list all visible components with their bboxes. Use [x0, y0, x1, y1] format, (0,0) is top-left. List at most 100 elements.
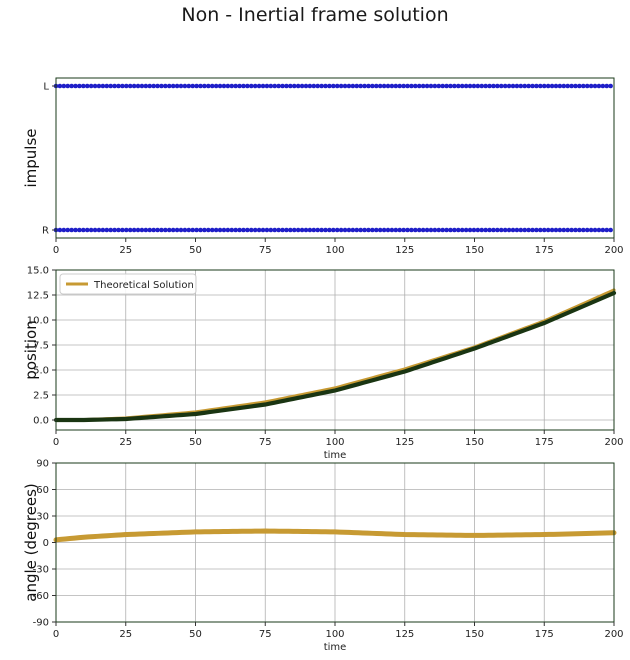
impulse-dot-l [401, 83, 406, 89]
impulse-dot-r [584, 227, 590, 233]
impulse-dot-r [209, 227, 215, 233]
x-tick-label: 25 [119, 437, 132, 448]
impulse-dot-r [448, 227, 453, 233]
impulse-dot-l [127, 83, 133, 89]
impulse-dot-r [139, 227, 145, 233]
impulse-dot-l [315, 83, 321, 89]
impulse-dot-r [354, 227, 360, 233]
impulse-dot-r [444, 227, 449, 233]
impulse-dot-l [346, 83, 352, 89]
impulse-dot-r [538, 227, 543, 233]
impulse-dot-l [432, 83, 438, 89]
impulse-dot-l [288, 83, 293, 89]
impulse-dot-r [381, 227, 387, 233]
impulse-dot-r [186, 227, 192, 233]
impulse-dot-l [233, 83, 238, 89]
impulse-dot-r [245, 227, 250, 233]
position-grid [55, 269, 615, 430]
impulse-dot-l [209, 83, 215, 89]
y-tick-label: -60 [33, 591, 49, 602]
impulse-dot-r [331, 227, 336, 233]
impulse-dot-l [553, 83, 559, 89]
impulse-dot-r [92, 227, 98, 233]
impulse-dot-r [604, 227, 610, 233]
impulse-dot-l [237, 83, 242, 89]
impulse-dot-l [147, 83, 153, 89]
impulse-dot-r [553, 227, 559, 233]
impulse-dot-r [163, 227, 168, 233]
impulse-dot-l [596, 83, 602, 89]
impulse-dot-l [459, 83, 465, 89]
impulse-dot-r [280, 227, 285, 233]
impulse-dot-r [307, 227, 313, 233]
impulse-dot-r [397, 227, 403, 233]
impulse-dot-r [233, 227, 238, 233]
impulse-dot-l [155, 83, 160, 89]
impulse-dot-r [225, 227, 231, 233]
impulse-dot-r [88, 227, 94, 233]
impulse-dot-r [194, 227, 199, 233]
impulse-dot-r [84, 227, 90, 233]
impulse-dot-l [124, 83, 129, 89]
impulse-dot-r [518, 227, 524, 233]
position-panel: 0 25 50 75 100 125 150 175 200 0.0 2.5 5.0 7.5 10.0 1… [22, 266, 624, 462]
impulse-dot-l [565, 83, 570, 89]
impulse-dot-l [77, 83, 82, 89]
x-tick-label: 125 [395, 437, 414, 448]
impulse-dot-l [166, 83, 172, 89]
impulse-dot-l [151, 83, 156, 89]
impulse-dot-l [541, 83, 547, 89]
impulse-dot-r [57, 227, 63, 233]
impulse-dot-l [139, 83, 145, 89]
impulse-dot-l [377, 83, 383, 89]
impulse-dot-r [217, 227, 223, 233]
impulse-dot-r [206, 227, 211, 233]
impulse-dot-l [295, 83, 301, 89]
impulse-dot-l [299, 83, 305, 89]
impulse-dot-r [346, 227, 352, 233]
impulse-dot-l [549, 83, 555, 89]
impulse-dot-r [299, 227, 305, 233]
x-tick-label: 50 [189, 437, 202, 448]
x-tick-label: 125 [395, 245, 414, 256]
impulse-dot-r [65, 227, 71, 233]
x-tick-label: 175 [535, 629, 554, 640]
impulse-dot-r [440, 227, 445, 233]
impulse-dot-l [331, 83, 336, 89]
impulse-dot-l [198, 83, 203, 89]
y-tick-label: 90 [36, 459, 49, 470]
impulse-dot-r [237, 227, 242, 233]
impulse-dot-r [135, 227, 141, 233]
impulse-dot-r [291, 227, 297, 233]
impulse-dot-l [409, 83, 414, 89]
impulse-dot-r [338, 227, 344, 233]
impulse-dot-l [276, 83, 281, 89]
impulse-dot-l [506, 83, 512, 89]
x-tick-label: 100 [325, 437, 344, 448]
impulse-dot-l [420, 83, 426, 89]
impulse-dot-r [319, 227, 324, 233]
impulse-dot-l [178, 83, 184, 89]
impulse-dot-l [584, 83, 590, 89]
impulse-dot-r [288, 227, 293, 233]
impulse-dot-r [413, 227, 418, 233]
x-tick-label: 175 [535, 245, 554, 256]
impulse-dot-r [530, 227, 535, 233]
impulse-dot-l [116, 83, 121, 89]
impulse-dot-l [561, 83, 567, 89]
impulse-dot-l [112, 83, 117, 89]
impulse-dot-l [307, 83, 313, 89]
impulse-dot-r [362, 227, 367, 233]
y-tick-label: 15.0 [27, 266, 49, 277]
impulse-dot-l [202, 83, 207, 89]
y-tick-label: 30 [36, 512, 49, 523]
impulse-dot-l [608, 83, 613, 89]
impulse-dot-l [463, 83, 469, 89]
impulse-dot-r [405, 227, 410, 233]
impulse-dot-l [545, 83, 551, 89]
impulse-dot-l [241, 83, 246, 89]
impulse-dot-r [108, 227, 113, 233]
impulse-dot-l [389, 83, 395, 89]
impulse-dot-r [401, 227, 406, 233]
impulse-dot-l [514, 83, 520, 89]
